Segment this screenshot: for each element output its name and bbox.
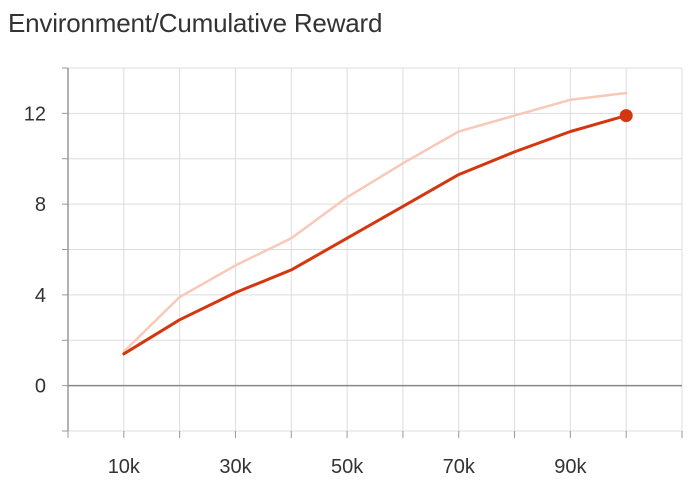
y-tick-label: 12 xyxy=(24,103,46,125)
smoothed-series-line xyxy=(122,114,628,356)
chart-title: Environment/Cumulative Reward xyxy=(8,8,383,38)
x-tick-label: 90k xyxy=(554,456,587,478)
y-tick-label: 0 xyxy=(35,376,46,398)
tick-labels: 10k 30k 50k 70k 90k 0 4 8 12 xyxy=(24,103,588,478)
y-tick-label: 8 xyxy=(35,194,46,216)
x-tick-label: 30k xyxy=(219,456,252,478)
x-tick-label: 50k xyxy=(331,456,364,478)
series-end-marker[interactable] xyxy=(619,109,633,123)
x-tick-label: 10k xyxy=(108,456,141,478)
axes xyxy=(62,67,683,438)
x-tick-label: 70k xyxy=(443,456,476,478)
series-group xyxy=(122,91,633,356)
y-tick-label: 4 xyxy=(35,285,46,307)
grid-lines xyxy=(67,67,683,432)
raw-series-line xyxy=(122,91,628,353)
